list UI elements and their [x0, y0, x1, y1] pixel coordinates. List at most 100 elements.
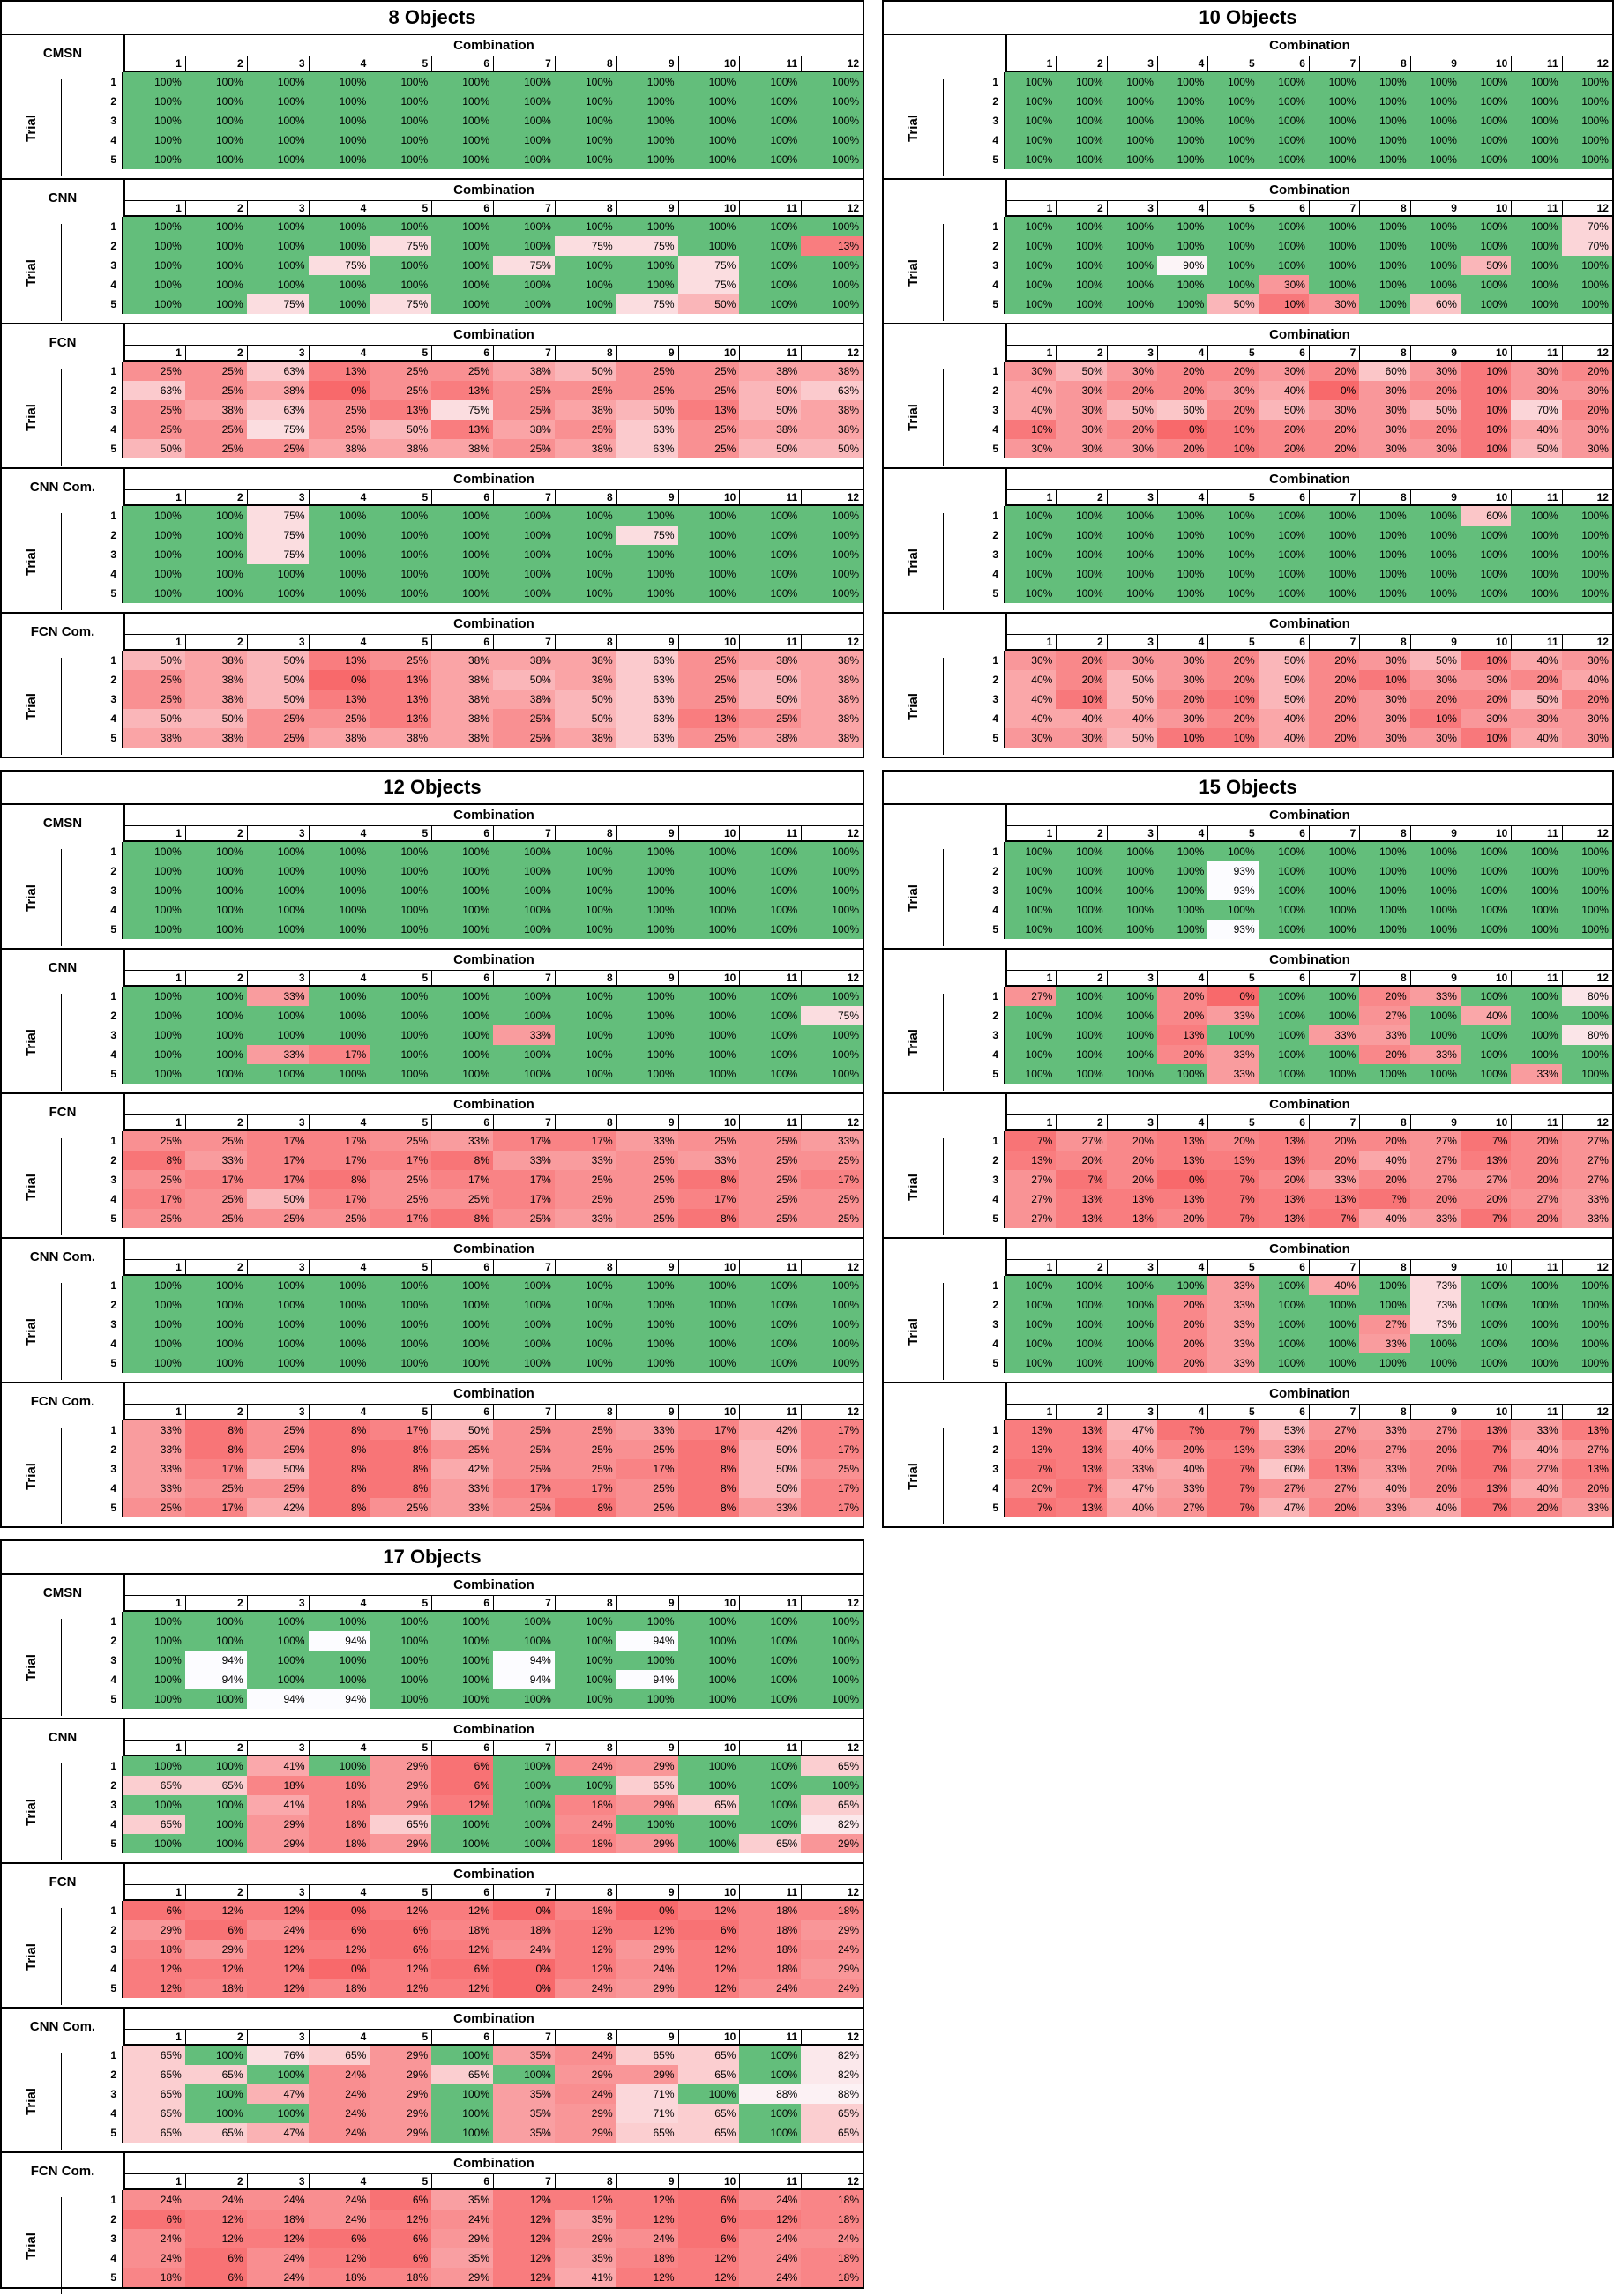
accuracy-cell: 65% — [184, 1776, 247, 1795]
accuracy-cell: 100% — [308, 1756, 370, 1776]
accuracy-cell: 29% — [123, 1920, 185, 1940]
accuracy-cell: 100% — [246, 72, 309, 92]
accuracy-cell: 25% — [246, 1209, 309, 1228]
combination-number: 3 — [1106, 346, 1157, 362]
accuracy-cell: 100% — [184, 111, 247, 130]
accuracy-cell: 25% — [370, 1498, 432, 1517]
accuracy-cell: 100% — [184, 1006, 247, 1025]
accuracy-cell: 100% — [308, 72, 370, 92]
combination-number: 9 — [616, 826, 678, 842]
accuracy-cell: 50% — [1460, 256, 1512, 275]
accuracy-cell: 33% — [1308, 1170, 1360, 1189]
accuracy-cell: 100% — [370, 1006, 432, 1025]
accuracy-cell: 100% — [246, 1315, 309, 1334]
trial-number: 1 — [62, 1901, 123, 1920]
trial-axis-text: Trial — [23, 1028, 39, 1056]
accuracy-cell: 100% — [1359, 92, 1410, 111]
accuracy-cell: 100% — [1409, 545, 1461, 564]
accuracy-cell: 100% — [431, 1295, 493, 1315]
trial-axis-text: Trial — [23, 548, 39, 576]
trial-number: 5 — [62, 2123, 123, 2143]
combination-number: 1 — [1005, 1260, 1057, 1276]
accuracy-cell: 33% — [1359, 1459, 1410, 1479]
trial-number: 3 — [944, 690, 1005, 709]
accuracy-cell: 100% — [677, 584, 740, 603]
accuracy-cell: 100% — [1511, 294, 1562, 314]
trial-number: 4 — [944, 709, 1005, 728]
accuracy-cell: 100% — [677, 987, 740, 1006]
combination-number: 7 — [1308, 346, 1360, 362]
accuracy-cell: 50% — [739, 670, 802, 690]
accuracy-cell: 100% — [1511, 92, 1562, 111]
accuracy-cell: 100% — [1511, 842, 1562, 861]
accuracy-cell: 33% — [1511, 1064, 1562, 1084]
method-block: Combination 1 2 3 4 5 6 7 8 9 10 11 12 1 30% 50% 30% 20% 2… — [884, 323, 1612, 467]
combination-label: Combination — [123, 1575, 863, 1596]
accuracy-cell: 100% — [677, 1756, 740, 1776]
accuracy-cell: 10% — [1207, 420, 1259, 439]
accuracy-cell: 100% — [431, 545, 493, 564]
accuracy-cell: 12% — [370, 1901, 432, 1920]
accuracy-cell: 25% — [554, 381, 616, 400]
accuracy-cell: 10% — [1056, 690, 1107, 709]
trial-number: 2 — [944, 1440, 1005, 1459]
accuracy-cell: 100% — [801, 256, 863, 275]
accuracy-cell: 100% — [123, 236, 185, 256]
accuracy-cell: 20% — [1156, 1295, 1208, 1315]
accuracy-cell: 33% — [123, 1479, 185, 1498]
accuracy-cell: 100% — [308, 1353, 370, 1373]
trial-axis-label: Trial — [2, 849, 62, 946]
combination-number: 8 — [554, 346, 616, 362]
combination-number: 12 — [801, 490, 863, 506]
accuracy-cell: 100% — [1561, 1334, 1612, 1353]
accuracy-cell: 100% — [1308, 1353, 1360, 1373]
accuracy-cell: 6% — [370, 1920, 432, 1940]
accuracy-cell: 13% — [1308, 1459, 1360, 1479]
accuracy-cell: 12% — [677, 2248, 740, 2268]
accuracy-cell: 50% — [739, 400, 802, 420]
accuracy-cell: 6% — [308, 1920, 370, 1940]
accuracy-cell: 100% — [1005, 1315, 1057, 1334]
accuracy-cell: 20% — [1156, 987, 1208, 1006]
combination-number: 6 — [431, 346, 493, 362]
combination-number: 5 — [370, 1741, 432, 1756]
accuracy-cell: 100% — [123, 987, 185, 1006]
accuracy-cell: 8% — [308, 1479, 370, 1498]
accuracy-cell: 30% — [1207, 381, 1259, 400]
accuracy-cell: 20% — [1308, 1131, 1360, 1151]
accuracy-cell: 27% — [1359, 1315, 1410, 1334]
combination-number: 3 — [1106, 490, 1157, 506]
accuracy-cell: 100% — [493, 920, 555, 939]
accuracy-cell: 100% — [677, 236, 740, 256]
accuracy-cell: 50% — [184, 709, 247, 728]
accuracy-cell: 20% — [1308, 1151, 1360, 1170]
accuracy-cell: 33% — [1207, 1353, 1259, 1373]
trial-number: 4 — [62, 900, 123, 920]
accuracy-cell: 100% — [801, 564, 863, 584]
accuracy-cell: 30% — [1460, 670, 1512, 690]
accuracy-cell: 33% — [1106, 1459, 1157, 1479]
accuracy-cell: 100% — [616, 987, 678, 1006]
accuracy-cell: 75% — [677, 256, 740, 275]
accuracy-cell: 24% — [123, 2248, 185, 2268]
trial-number: 2 — [944, 670, 1005, 690]
accuracy-cell: 100% — [493, 987, 555, 1006]
combination-number: 3 — [246, 56, 309, 72]
accuracy-cell: 100% — [1511, 1276, 1562, 1295]
accuracy-cell: 33% — [246, 987, 309, 1006]
accuracy-cell: 100% — [739, 1631, 802, 1651]
accuracy-cell: 33% — [1359, 1498, 1410, 1517]
accuracy-cell: 29% — [554, 2229, 616, 2248]
accuracy-cell: 100% — [1258, 881, 1309, 900]
accuracy-cell: 100% — [1005, 1276, 1057, 1295]
combination-number: 5 — [1207, 346, 1259, 362]
accuracy-cell: 100% — [1561, 72, 1612, 92]
accuracy-cell: 100% — [616, 881, 678, 900]
accuracy-cell: 100% — [739, 275, 802, 294]
accuracy-cell: 100% — [308, 130, 370, 150]
trial-number: 3 — [944, 881, 1005, 900]
accuracy-cell: 100% — [123, 1334, 185, 1353]
combination-label: Combination — [123, 35, 863, 56]
combination-number: 6 — [431, 1405, 493, 1420]
accuracy-cell: 100% — [1409, 842, 1461, 861]
